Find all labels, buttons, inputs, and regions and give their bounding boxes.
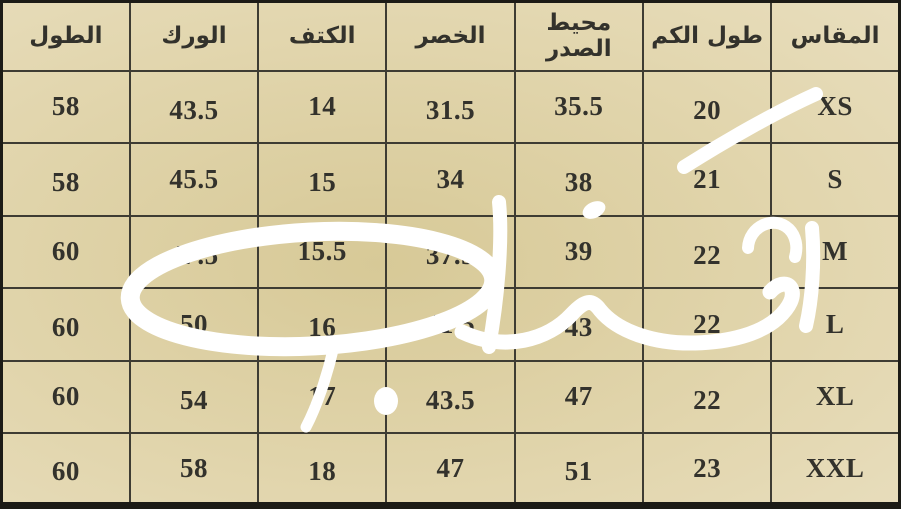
column-header-sleeve-length: طول الكم <box>641 0 773 72</box>
measurement-value-chest-circumference: 38 <box>513 142 644 217</box>
measurement-value-sleeve-length: 22 <box>641 359 773 434</box>
measurement-value-length: 60 <box>0 359 131 434</box>
measurement-value-shoulder: 15 <box>257 142 388 217</box>
header-row: المقاس طول الكم محيط الصدر الخصر الكتف الورك ا… <box>0 0 901 72</box>
table-row: XS 20 35.5 31.5 14 43.5 58 <box>0 69 901 144</box>
size-label: XXL <box>770 432 901 507</box>
size-label: S <box>770 142 901 217</box>
table-row: S 21 38 34 15 45.5 58 <box>0 142 901 217</box>
measurement-value-sleeve-length: 23 <box>641 432 773 507</box>
size-label: M <box>770 214 901 289</box>
measurement-value-hip: 43.5 <box>128 69 260 144</box>
measurement-value-length: 58 <box>0 69 131 144</box>
measurement-value-sleeve-length: 20 <box>641 69 773 144</box>
column-header-size: المقاس <box>770 0 901 72</box>
table-row: L 22 43 41.5 16 50 60 <box>0 287 901 362</box>
measurement-value-length: 60 <box>0 287 131 362</box>
measurement-value-sleeve-length: 22 <box>641 214 773 289</box>
measurement-value-hip: 45.5 <box>128 142 260 217</box>
measurement-value-sleeve-length: 22 <box>641 287 773 362</box>
column-header-length: الطول <box>0 0 131 72</box>
column-header-shoulder: الكتف <box>257 0 388 72</box>
measurement-value-length: 60 <box>0 432 131 507</box>
measurement-value-waist: 47 <box>385 432 516 507</box>
measurement-value-chest-circumference: 51 <box>513 432 644 507</box>
column-header-waist: الخصر <box>385 0 516 72</box>
measurement-value-waist: 31.5 <box>385 69 516 144</box>
measurement-value-hip: 47.5 <box>128 214 260 289</box>
measurement-value-chest-circumference: 35.5 <box>513 69 644 144</box>
measurement-value-waist: 43.5 <box>385 359 516 434</box>
size-label: L <box>770 287 901 362</box>
measurement-value-waist: 34 <box>385 142 516 217</box>
size-label: XS <box>770 69 901 144</box>
measurement-value-chest-circumference: 43 <box>513 287 644 362</box>
table-row: M 22 39 37.5 15.5 47.5 60 <box>0 214 901 289</box>
measurement-value-hip: 50 <box>128 287 260 362</box>
measurement-value-waist: 37.5 <box>385 214 516 289</box>
size-table-body: XS 20 35.5 31.5 14 43.5 58 S 21 38 34 15 45.5 58 M 22 39… <box>0 69 901 507</box>
size-label: XL <box>770 359 901 434</box>
measurement-value-shoulder: 16 <box>257 287 388 362</box>
measurement-value-shoulder: 17 <box>257 359 388 434</box>
column-header-chest-circumference: محيط الصدر <box>513 0 644 72</box>
measurement-value-length: 58 <box>0 142 131 217</box>
measurement-value-chest-circumference: 47 <box>513 359 644 434</box>
measurement-value-shoulder: 15.5 <box>257 214 388 289</box>
measurement-value-length: 60 <box>0 214 131 289</box>
measurement-value-shoulder: 14 <box>257 69 388 144</box>
table-row: XXL 23 51 47 18 58 60 <box>0 432 901 507</box>
measurement-value-chest-circumference: 39 <box>513 214 644 289</box>
table-row: XL 22 47 43.5 17 54 60 <box>0 359 901 434</box>
column-header-hip: الورك <box>128 0 260 72</box>
size-table-header: المقاس طول الكم محيط الصدر الخصر الكتف الورك ا… <box>0 0 901 72</box>
measurement-value-waist: 41.5 <box>385 287 516 362</box>
measurement-value-hip: 54 <box>128 359 260 434</box>
measurement-value-sleeve-length: 21 <box>641 142 773 217</box>
measurement-value-hip: 58 <box>128 432 260 507</box>
measurement-value-shoulder: 18 <box>257 432 388 507</box>
